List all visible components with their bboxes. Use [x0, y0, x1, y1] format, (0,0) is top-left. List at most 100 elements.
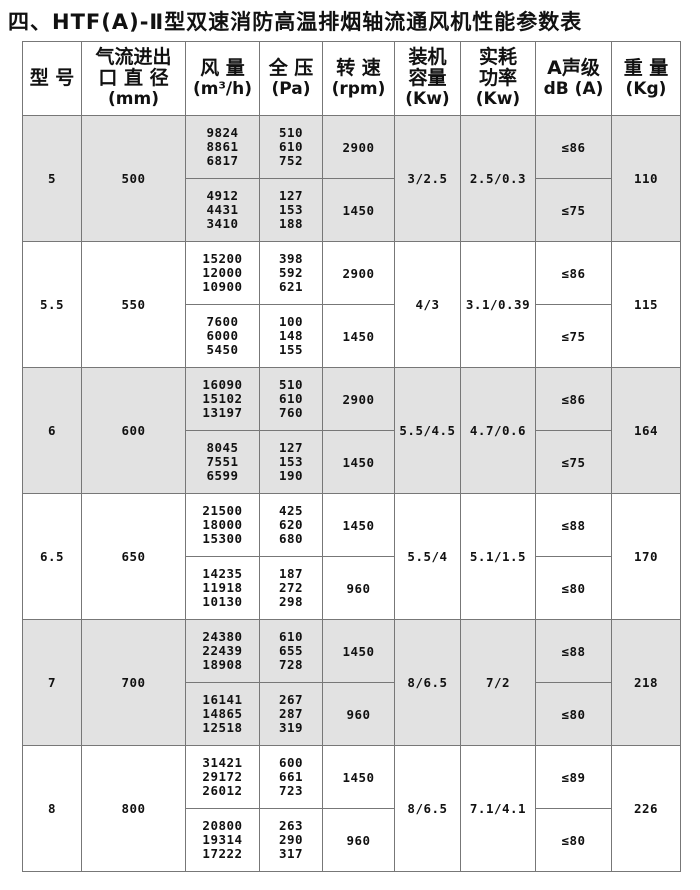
speed-cell: 960: [322, 556, 395, 620]
table-row: 6 600 16090 15102 13197 510 610 760 2900 5.5/…: [22, 367, 681, 494]
header-unit: dB (A): [543, 78, 604, 99]
pressure-cell: 187 272 298: [259, 556, 323, 620]
speed-cell: 2900: [322, 241, 395, 305]
model-cell: 8: [22, 745, 82, 872]
header-unit: (Pa): [271, 78, 311, 99]
header-weight: 重 量 (Kg): [611, 41, 681, 116]
speed-cell: 1450: [322, 493, 395, 557]
airflow-cell: 14235 11918 10130: [185, 556, 260, 620]
pressure-cell: 100 148 155: [259, 304, 323, 368]
weight-cell: 170: [611, 493, 681, 620]
installed-power-cell: 3/2.5: [394, 115, 461, 242]
header-unit: (Kw): [475, 89, 521, 109]
airflow-cell: 16141 14865 12518: [185, 682, 260, 746]
header-unit: (Kw): [405, 89, 450, 109]
header-label: A声级: [547, 56, 600, 79]
pressure-cell: 510 610 760: [259, 367, 323, 431]
diameter-cell: 550: [81, 241, 186, 368]
actual-power-cell: 3.1/0.39: [460, 241, 536, 368]
actual-power-cell: 2.5/0.3: [460, 115, 536, 242]
speed-cell: 1450: [322, 430, 395, 494]
airflow-cell: 15200 12000 10900: [185, 241, 260, 305]
weight-cell: 110: [611, 115, 681, 242]
header-unit: (rpm): [331, 78, 386, 99]
pressure-cell: 263 290 317: [259, 808, 323, 872]
diameter-cell: 800: [81, 745, 186, 872]
header-unit: (mm): [108, 89, 159, 109]
table-row: 7600 6000 5450 100 148 155 1450 ≤75: [23, 304, 681, 368]
airflow-cell: 21500 18000 15300: [185, 493, 260, 557]
pressure-cell: 127 153 188: [259, 178, 323, 242]
table-row: 7 700 24380 22439 18908 610 655 728 1450 8/6.…: [22, 619, 681, 746]
table-row: 5.5 550 15200 12000 10900 398 592 621 2900 4/…: [22, 241, 681, 368]
document-title: 四、HTF(A)-Ⅱ型双速消防高温排烟轴流通风机性能参数表: [8, 10, 583, 34]
installed-power-cell: 8/6.5: [394, 619, 461, 746]
speed-cell: 1450: [322, 619, 395, 683]
header-label: 全 压: [268, 56, 314, 79]
noise-cell: ≤75: [535, 304, 612, 368]
header-label: 重 量: [623, 56, 669, 79]
fan-performance-table: 型 号气流进出 口 直 径 (mm) 风 量 (m³/h) 全 压 (Pa) 转 速 (rpm…: [22, 41, 681, 872]
header-label: 实耗 功率: [478, 46, 517, 89]
speed-cell: 2900: [322, 115, 395, 179]
speed-cell: 2900: [322, 367, 395, 431]
noise-cell: ≤75: [535, 178, 612, 242]
header-label: 转 速: [336, 56, 381, 79]
installed-power-cell: 5.5/4: [394, 493, 461, 620]
weight-cell: 115: [611, 241, 681, 368]
header-noise: A声级 dB (A): [535, 41, 612, 116]
installed-power-cell: 8/6.5: [394, 745, 461, 872]
model-cell: 6: [22, 367, 82, 494]
weight-cell: 164: [611, 367, 681, 494]
actual-power-cell: 7/2: [460, 619, 536, 746]
model-cell: 6.5: [22, 493, 82, 620]
airflow-cell: 31421 29172 26012: [185, 745, 260, 809]
speed-cell: 1450: [322, 178, 395, 242]
header-label: 装机 容量: [408, 46, 447, 89]
header-pressure: 全 压 (Pa): [259, 41, 323, 116]
table-row: 5 500 9824 8861 6817 510 610 752 2900 3/2.5 2.…: [22, 115, 681, 242]
header-airflow: 风 量 (m³/h): [185, 41, 260, 116]
noise-cell: ≤86: [535, 115, 612, 179]
model-cell: 5.5: [22, 241, 82, 368]
model-cell: 7: [22, 619, 82, 746]
pressure-cell: 510 610 752: [259, 115, 323, 179]
diameter-cell: 500: [81, 115, 186, 242]
airflow-cell: 8045 7551 6599: [185, 430, 260, 494]
header-actual-power: 实耗 功率 (Kw): [460, 41, 536, 116]
noise-cell: ≤80: [535, 556, 612, 620]
airflow-cell: 20800 19314 17222: [185, 808, 260, 872]
weight-cell: 218: [611, 619, 681, 746]
noise-cell: ≤88: [535, 619, 612, 683]
speed-cell: 960: [322, 682, 395, 746]
actual-power-cell: 4.7/0.6: [460, 367, 536, 494]
table-row: 14235 11918 10130 187 272 298 960 ≤80: [23, 556, 681, 620]
header-model: 型 号: [22, 41, 82, 116]
table-row: 8 800 31421 29172 26012 600 661 723 1450 8/6.…: [22, 745, 681, 872]
noise-cell: ≤86: [535, 367, 612, 431]
noise-cell: ≤89: [535, 745, 612, 809]
installed-power-cell: 4/3: [394, 241, 461, 368]
pressure-cell: 610 655 728: [259, 619, 323, 683]
airflow-cell: 9824 8861 6817: [185, 115, 260, 179]
header-label: 气流进出 口 直 径: [95, 46, 172, 89]
header-diameter: 气流进出 口 直 径 (mm): [81, 41, 186, 116]
table-row: 6.5 650 21500 18000 15300 425 620 680 1450 5.…: [22, 493, 681, 620]
airflow-cell: 24380 22439 18908: [185, 619, 260, 683]
header-unit: (Kg): [625, 78, 667, 99]
pressure-cell: 398 592 621: [259, 241, 323, 305]
speed-cell: 960: [322, 808, 395, 872]
pressure-cell: 127 153 190: [259, 430, 323, 494]
pressure-cell: 600 661 723: [259, 745, 323, 809]
actual-power-cell: 5.1/1.5: [460, 493, 536, 620]
airflow-cell: 4912 4431 3410: [185, 178, 260, 242]
header-installed-power: 装机 容量 (Kw): [394, 41, 461, 116]
header-label: 风 量: [200, 56, 245, 79]
noise-cell: ≤75: [535, 430, 612, 494]
pressure-cell: 267 287 319: [259, 682, 323, 746]
model-cell: 5: [22, 115, 82, 242]
noise-cell: ≤88: [535, 493, 612, 557]
noise-cell: ≤80: [535, 682, 612, 746]
header-unit: (m³/h): [192, 78, 252, 99]
header-row: 型 号气流进出 口 直 径 (mm) 风 量 (m³/h) 全 压 (Pa) 转 速 (rpm…: [22, 41, 681, 116]
